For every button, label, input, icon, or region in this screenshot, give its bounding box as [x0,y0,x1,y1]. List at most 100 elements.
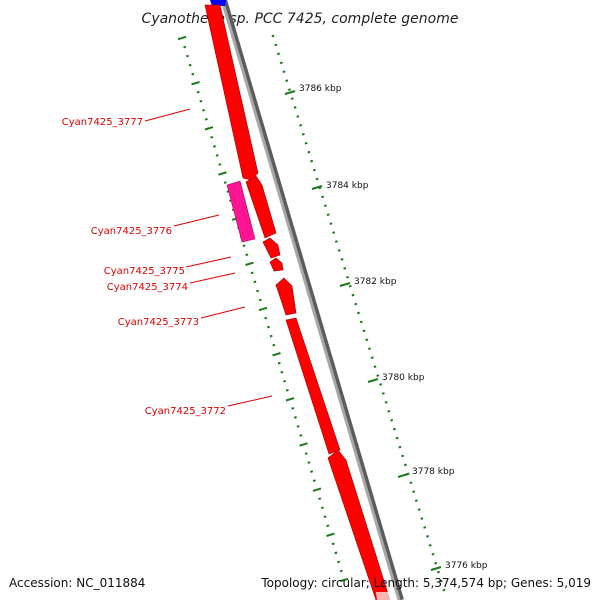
gc-dot [379,383,383,386]
gene-cyan7425-3777b[interactable] [245,175,277,239]
gc-dot [381,392,385,395]
gc-dot [218,171,227,176]
gc-dot [356,311,361,315]
gc-dot [348,284,352,288]
leader-line [200,306,246,319]
gene-label-cyan7425-3772[interactable]: Cyan7425_3772 [145,406,226,417]
gc-dot [310,159,314,163]
gc-dot [339,569,343,573]
gc-dot [253,280,257,284]
tick-label: 3780 kbp [382,373,425,383]
gene-label-cyan7425-3776[interactable]: Cyan7425_3776 [91,226,172,237]
gene-label-cyan7425-3777[interactable]: Cyan7425_3777 [62,117,143,128]
gc-dot [354,302,358,306]
gc-dot [323,515,327,519]
gc-dot [334,551,338,555]
gene-label-cyan7425-3773[interactable]: Cyan7425_3773 [118,317,199,328]
gc-dot [315,177,319,181]
leader-line [189,272,236,284]
gc-dot [282,70,286,74]
gc-dot [326,524,330,528]
gc-dot [245,253,249,257]
gc-dot [339,577,349,583]
gc-dot [191,72,195,76]
gc-dot [215,154,219,157]
gc-dot [318,497,322,501]
gc-dot [362,329,366,333]
gc-dot [331,542,335,546]
feature-blue[interactable] [210,0,226,6]
gc-dot [299,442,308,447]
gc-dot [401,454,405,458]
gc-dot [398,445,402,449]
gc-dot [320,506,324,510]
gc-dot [409,481,413,485]
reverse-strand-genes [204,4,391,600]
gc-dot [199,99,203,103]
gc-dot [318,186,322,190]
gc-dot [204,126,214,131]
gc-dot [346,275,349,279]
gc-dot [279,61,283,65]
forward-strand-genes [226,180,256,243]
gc-dot [304,452,308,455]
gc-dot [210,136,214,139]
gc-dot [285,388,289,392]
gc-dot [337,560,341,564]
scale-tick: 3780 kbp [367,373,425,383]
gc-dot [202,108,206,112]
map-title: Cyanothece sp. PCC 7425, complete genome [142,11,459,27]
gene-cyan7425-3772[interactable] [285,317,341,455]
gc-dot [212,145,216,148]
gc-dot [285,79,289,82]
gc-dot [412,490,416,494]
scale-ticks: 3786 kbp 3784 kbp 3782 kbp 3780 kbp 3778… [284,84,488,571]
gc-dot [376,374,380,377]
gc-dot [223,181,227,184]
gc-dot [340,258,344,261]
gc-dot [395,436,399,440]
gene-cyan7425-3774[interactable] [269,257,284,272]
gc-dot [343,267,347,270]
gene-cyan7425-3776[interactable] [226,180,256,243]
gc-dot [277,52,280,56]
gc-dot [337,249,341,252]
gc-dot [177,35,187,41]
gc-dot [304,141,308,145]
gc-dot [431,552,435,556]
gc-dot [264,316,268,320]
gene-label-cyan7425-3774[interactable]: Cyan7425_3774 [107,282,188,293]
gc-dot [290,97,294,100]
gc-dot [296,425,300,428]
gc-dot [288,88,291,91]
gc-dot [442,588,446,592]
gene-cyan7425-3775[interactable] [262,237,281,259]
gc-dot [258,306,268,312]
gene-label-cyan7425-3775[interactable]: Cyan7425_3775 [104,266,185,277]
leader-line [185,256,232,268]
accession-label: Accession: NC_011884 [9,576,145,590]
scale-tick: 3782 kbp [339,277,397,287]
gc-dot [368,347,371,351]
gc-dot [258,298,262,302]
gc-dot [271,34,275,38]
gc-dot [245,261,254,266]
gc-dot [256,289,260,293]
gene-cyan7425-3777[interactable] [204,4,259,181]
tick-label: 3786 kbp [299,84,342,94]
gc-dot [272,343,276,347]
gc-dot [384,401,388,404]
gc-dot [439,579,443,583]
scale-tick: 3784 kbp [311,181,369,191]
gene-cyan7425-3771[interactable] [327,449,391,600]
gc-dot [310,470,314,473]
gene-cyan7425-3773[interactable] [275,277,297,316]
gc-dot [332,231,336,234]
gc-dot [274,43,278,47]
gc-dot [299,124,303,127]
gc-dot [266,325,270,329]
leader-line [173,214,220,227]
gc-dot [423,526,427,529]
